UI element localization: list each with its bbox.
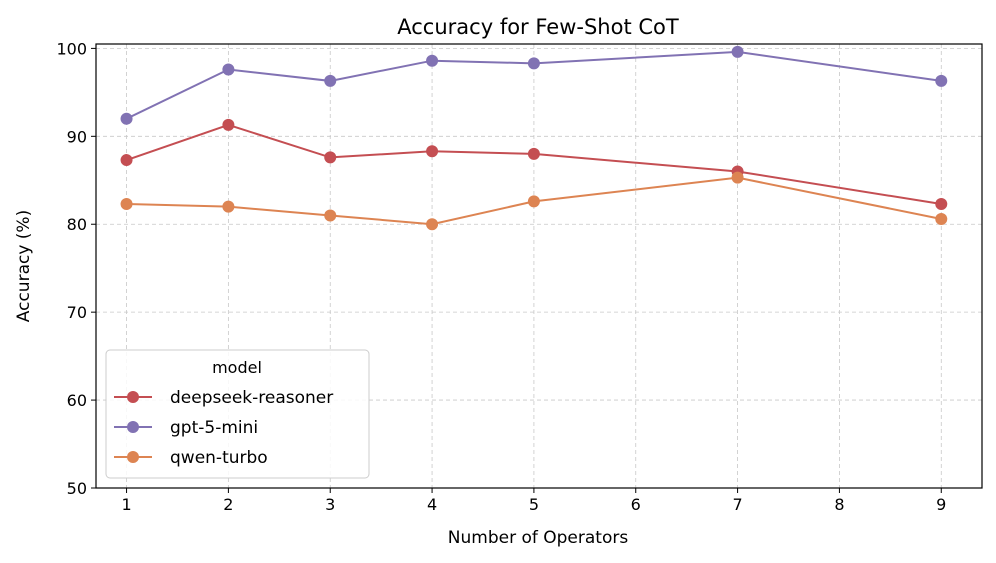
x-axis-label: Number of Operators bbox=[448, 528, 629, 548]
y-axis: 50 60 70 80 90 100 bbox=[56, 39, 96, 498]
series-deepseek-reasoner bbox=[120, 118, 948, 211]
y-tick-label: 50 bbox=[67, 479, 87, 498]
series-qwen-turbo bbox=[120, 171, 948, 231]
data-point-deepseek-reasoner bbox=[527, 147, 540, 160]
legend-marker bbox=[127, 421, 139, 433]
y-axis-label: Accuracy (%) bbox=[14, 210, 34, 322]
data-point-gpt-5-mini bbox=[222, 63, 235, 76]
y-tick-label: 100 bbox=[56, 39, 87, 58]
legend-box bbox=[105, 349, 370, 479]
legend-item-qwen-turbo: qwen-turbo bbox=[114, 448, 268, 468]
x-tick-label: 6 bbox=[631, 495, 641, 514]
data-point-qwen-turbo bbox=[324, 209, 337, 222]
data-point-qwen-turbo bbox=[527, 195, 540, 208]
x-tick-label: 4 bbox=[427, 495, 437, 514]
data-point-gpt-5-mini bbox=[935, 74, 948, 87]
data-point-gpt-5-mini bbox=[527, 57, 540, 70]
series-gpt-5-mini bbox=[120, 45, 948, 125]
y-tick-label: 90 bbox=[67, 127, 87, 146]
x-tick-label: 9 bbox=[936, 495, 946, 514]
x-tick-label: 5 bbox=[529, 495, 539, 514]
data-point-deepseek-reasoner bbox=[120, 154, 133, 167]
legend-marker bbox=[127, 391, 139, 403]
legend-marker bbox=[127, 451, 139, 463]
x-tick-label: 3 bbox=[325, 495, 335, 514]
data-point-gpt-5-mini bbox=[426, 54, 439, 67]
x-tick-label: 7 bbox=[732, 495, 742, 514]
legend-label: gpt-5-mini bbox=[170, 418, 258, 438]
data-point-qwen-turbo bbox=[426, 218, 439, 231]
x-tick-label: 2 bbox=[223, 495, 233, 514]
y-tick-label: 60 bbox=[67, 391, 87, 410]
legend-title: model bbox=[212, 358, 262, 377]
data-point-gpt-5-mini bbox=[731, 45, 744, 58]
legend-label: deepseek-reasoner bbox=[170, 388, 333, 408]
data-point-deepseek-reasoner bbox=[935, 198, 948, 211]
chart-title: Accuracy for Few-Shot CoT bbox=[397, 15, 679, 39]
plot-frame bbox=[95, 43, 983, 489]
series-layer bbox=[120, 45, 948, 231]
x-axis: 1 2 3 4 5 6 7 8 9 bbox=[121, 488, 946, 514]
legend: model deepseek-reasoner gpt-5-mini qwen-tu… bbox=[105, 349, 370, 479]
legend-label: qwen-turbo bbox=[170, 448, 268, 468]
data-point-gpt-5-mini bbox=[324, 74, 337, 87]
x-tick-label: 1 bbox=[121, 495, 131, 514]
data-point-qwen-turbo bbox=[120, 198, 133, 211]
legend-item-gpt-5-mini: gpt-5-mini bbox=[114, 418, 258, 438]
data-point-gpt-5-mini bbox=[120, 112, 133, 125]
data-point-qwen-turbo bbox=[935, 212, 948, 225]
data-point-qwen-turbo bbox=[731, 171, 744, 184]
data-point-deepseek-reasoner bbox=[426, 145, 439, 158]
y-tick-label: 80 bbox=[67, 215, 87, 234]
data-point-deepseek-reasoner bbox=[222, 118, 235, 131]
data-point-qwen-turbo bbox=[222, 200, 235, 213]
x-tick-label: 8 bbox=[834, 495, 844, 514]
legend-item-deepseek-reasoner: deepseek-reasoner bbox=[114, 388, 333, 408]
y-tick-label: 70 bbox=[67, 303, 87, 322]
data-point-deepseek-reasoner bbox=[324, 151, 337, 164]
